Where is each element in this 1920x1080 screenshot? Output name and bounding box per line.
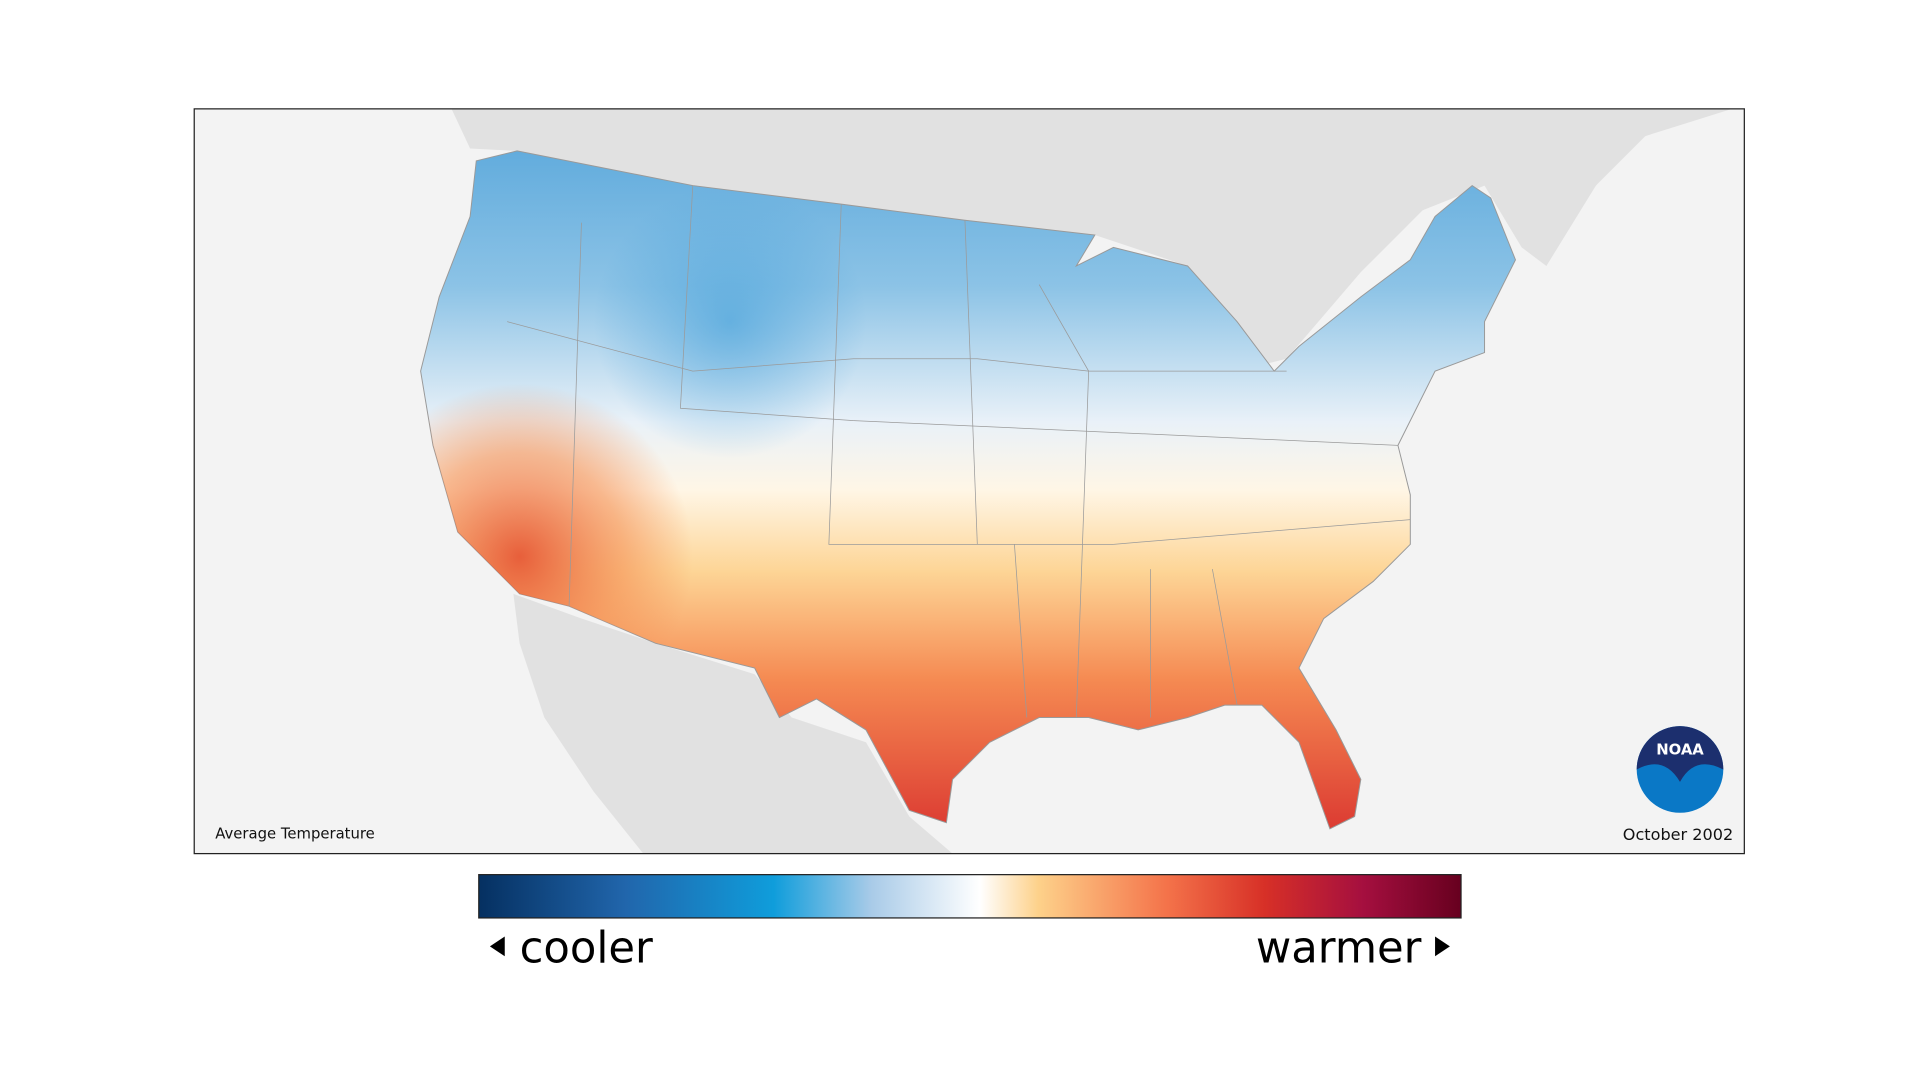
state-borders — [507, 185, 1411, 718]
mexico — [513, 593, 953, 854]
canada — [451, 108, 1732, 372]
color-legend-bar — [478, 874, 1462, 919]
legend-low-label: cooler — [520, 923, 653, 973]
noaa-logo: NOAA — [1636, 726, 1724, 813]
legend-high-label: warmer — [1256, 923, 1422, 973]
map-title: Average Temperature — [215, 826, 375, 843]
us-rockies-cool — [420, 150, 1516, 829]
map-date: October 2002 — [1623, 825, 1733, 844]
logo-text: NOAA — [1656, 742, 1704, 759]
logo-top — [1636, 726, 1724, 782]
cooler-arrow — [489, 936, 505, 957]
map-land — [420, 108, 1732, 854]
warmer-arrow — [1435, 936, 1450, 957]
map-frame — [193, 108, 1745, 855]
